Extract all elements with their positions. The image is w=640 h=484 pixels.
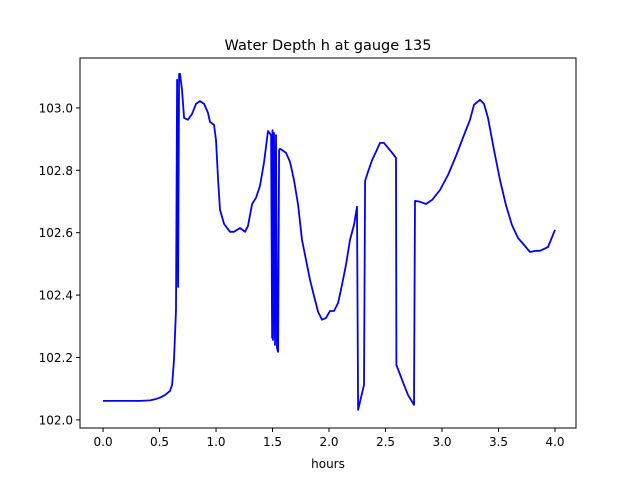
y-tick-label: 102.8 xyxy=(39,164,73,178)
x-tick-label: 3.5 xyxy=(489,435,508,449)
chart-title: Water Depth h at gauge 135 xyxy=(225,38,432,54)
x-tick-label: 1.5 xyxy=(263,435,282,449)
x-tick-label: 4.0 xyxy=(545,435,564,449)
y-tick-label: 102.6 xyxy=(39,226,73,240)
x-tick-label: 2.0 xyxy=(319,435,338,449)
x-tick-label: 0.5 xyxy=(150,435,169,449)
y-tick-label: 103.0 xyxy=(39,101,73,115)
axes-frame xyxy=(79,57,577,429)
x-ticks: 0.0 0.5 1.0 1.5 2.0 2.5 3.0 3.5 4.0 xyxy=(94,428,565,449)
plot-area xyxy=(103,73,556,411)
x-tick-label: 2.5 xyxy=(376,435,395,449)
y-tick-label: 102.2 xyxy=(39,351,73,365)
x-axis-label: hours xyxy=(311,457,345,471)
series-line-h xyxy=(103,73,556,411)
y-ticks: 102.0 102.2 102.4 102.6 102.8 103.0 xyxy=(39,101,80,427)
x-tick-label: 3.0 xyxy=(432,435,451,449)
x-tick-label: 0.0 xyxy=(94,435,113,449)
y-tick-label: 102.4 xyxy=(39,289,73,303)
x-tick-label: 1.0 xyxy=(206,435,225,449)
y-tick-label: 102.0 xyxy=(39,413,73,427)
